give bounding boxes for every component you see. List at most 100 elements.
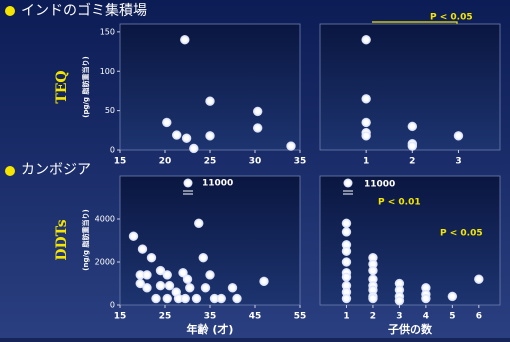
plot-area: [119, 23, 301, 151]
point: [216, 293, 226, 304]
point: [164, 280, 175, 291]
point: [151, 293, 161, 304]
x-tick-label: 20: [159, 157, 172, 167]
y-tick-label: 0: [110, 301, 115, 310]
y-axis-label: TEQ: [54, 70, 70, 103]
point: [252, 123, 263, 133]
x-tick-label: 4: [423, 312, 429, 322]
point: [185, 283, 195, 293]
x-tick-label: 15: [114, 312, 127, 322]
y-tick-label: 50: [105, 106, 115, 115]
annotation: P < 0.01: [378, 198, 421, 208]
point: [252, 106, 263, 117]
x-tick-label: 1: [363, 157, 369, 167]
x-tick-label: 2: [409, 157, 415, 167]
point: [194, 218, 204, 229]
point: [142, 270, 152, 280]
section-label: インドのゴミ集積場: [21, 2, 147, 19]
point: [227, 283, 238, 293]
y-axis-unit: (pg/g 脂肪重当り): [81, 56, 90, 117]
point: [453, 131, 464, 141]
point: [368, 293, 378, 304]
point: [361, 117, 371, 128]
x-tick-label: 30: [249, 157, 262, 167]
y-tick-label: 150: [100, 27, 115, 36]
point: [137, 244, 148, 254]
x-tick-label: 25: [159, 312, 172, 322]
plot-area: [119, 175, 301, 306]
x-tick-label: 6: [476, 312, 482, 322]
bullet: [5, 6, 15, 16]
point: [341, 272, 352, 282]
x-tick-label: 35: [204, 312, 217, 322]
x-axis-label: 年齢 (才): [187, 322, 234, 336]
point: [205, 131, 215, 141]
point: [198, 252, 208, 263]
y-tick-label: 2000: [95, 258, 115, 267]
point: [368, 265, 378, 276]
legend-point: [343, 178, 353, 188]
y-tick-label: 4000: [95, 215, 115, 224]
point: [341, 293, 352, 304]
point: [205, 96, 215, 106]
x-tick-label: 2: [370, 312, 376, 322]
x-tick-label: 3: [455, 157, 461, 167]
x-tick-label: 25: [204, 157, 217, 167]
y-axis-label: DDTs: [54, 219, 70, 260]
point: [447, 291, 458, 302]
point: [142, 283, 152, 293]
point: [341, 246, 352, 256]
y-tick-label: 0: [110, 146, 115, 155]
point: [421, 293, 431, 304]
annotation: P < 0.05: [430, 13, 473, 23]
point: [341, 257, 352, 267]
point: [407, 141, 418, 151]
point: [171, 130, 182, 140]
point: [162, 270, 172, 280]
annotation: 11000: [202, 179, 233, 189]
point: [341, 218, 352, 229]
legend-point: [183, 178, 193, 188]
section-label: カンボジア: [21, 162, 91, 178]
plot-area: [319, 23, 501, 151]
point: [205, 270, 215, 280]
x-tick-label: 1: [343, 312, 349, 322]
point: [178, 268, 188, 278]
point: [361, 35, 371, 45]
x-axis-label: 子供の数: [388, 322, 433, 336]
x-tick-label: 15: [114, 157, 127, 167]
point: [180, 35, 190, 45]
point: [474, 274, 484, 284]
point: [135, 278, 145, 289]
point: [361, 94, 371, 104]
point: [155, 280, 166, 291]
x-tick-label: 45: [249, 312, 262, 322]
x-tick-label: 5: [449, 312, 455, 322]
point: [286, 141, 296, 151]
point: [361, 131, 371, 141]
point: [162, 117, 172, 128]
y-axis-unit: (ng/g 脂肪重当り): [81, 209, 90, 270]
point: [128, 231, 139, 241]
x-tick-label: 55: [294, 312, 307, 322]
bullet: [5, 166, 15, 176]
annotation: P < 0.05: [440, 229, 483, 239]
point: [200, 283, 211, 293]
y-tick-label: 100: [100, 67, 115, 76]
point: [162, 293, 172, 304]
annotation: 11000: [364, 180, 395, 190]
point: [394, 295, 405, 306]
point: [189, 143, 199, 154]
x-tick-label: 3: [396, 312, 402, 322]
point: [407, 121, 418, 132]
point: [181, 133, 192, 143]
point: [146, 252, 157, 263]
point: [180, 293, 190, 304]
point: [341, 227, 352, 237]
point: [232, 293, 242, 304]
x-tick-label: 35: [294, 157, 307, 167]
point: [259, 276, 269, 287]
point: [155, 265, 166, 276]
point: [182, 274, 193, 284]
